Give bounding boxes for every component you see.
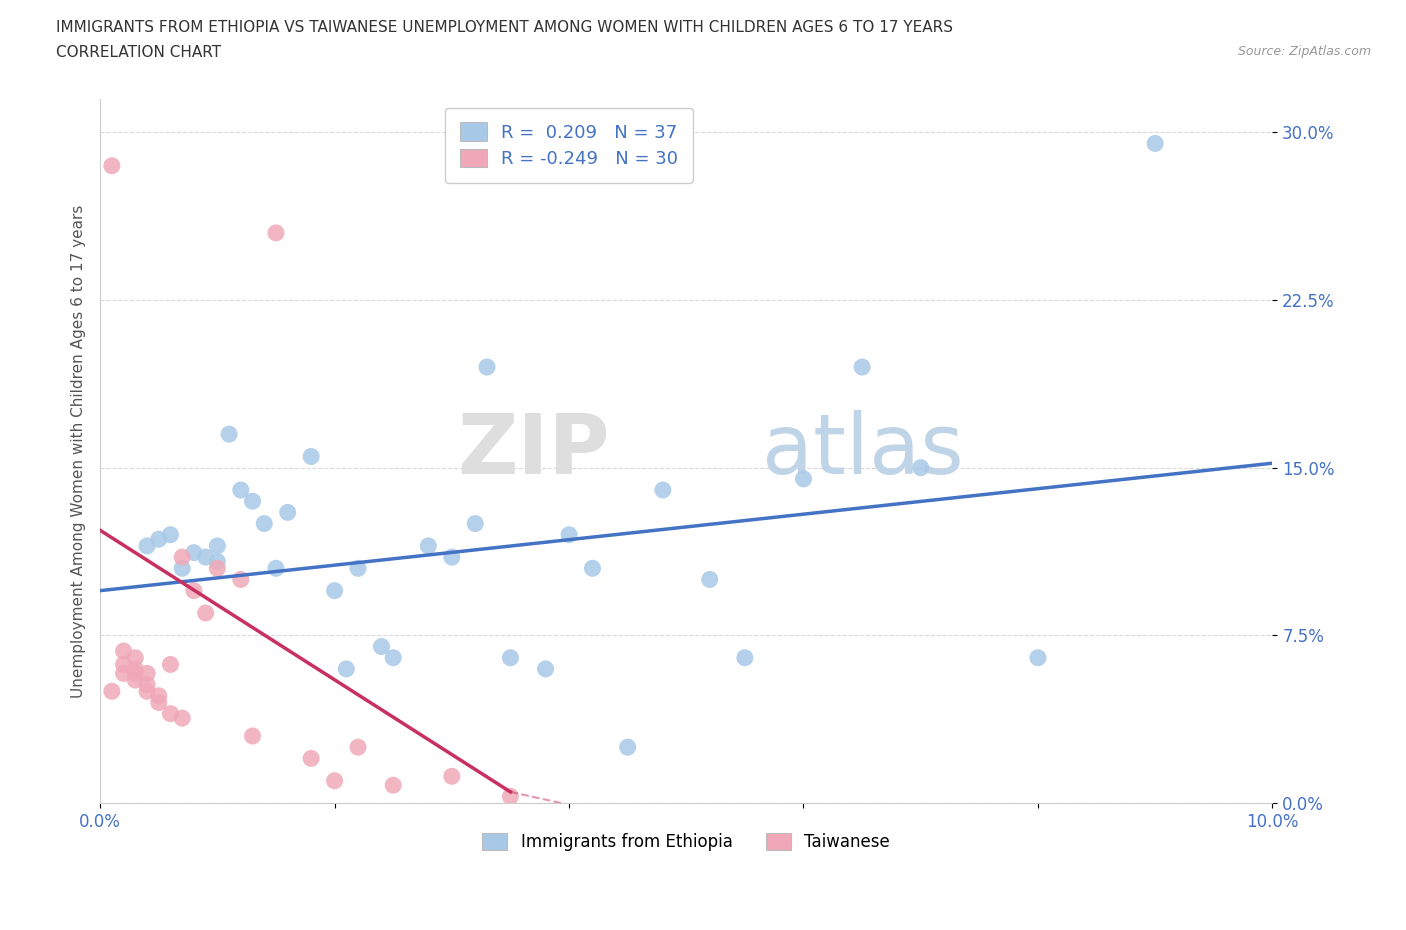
Point [499, 789, 522, 804]
Point [335, 661, 357, 676]
Point [347, 561, 370, 576]
Text: ZIP: ZIP [457, 410, 610, 491]
Point [534, 661, 557, 676]
Point [382, 777, 405, 792]
Point [464, 516, 486, 531]
Point [159, 657, 181, 671]
Point [382, 650, 405, 665]
Point [136, 684, 159, 698]
Point [792, 472, 814, 486]
Point [101, 684, 124, 698]
Point [558, 527, 581, 542]
Point [112, 644, 135, 658]
Point [242, 728, 264, 743]
Point [112, 657, 135, 671]
Point [323, 583, 346, 598]
Point [136, 677, 159, 692]
Point [264, 225, 287, 240]
Point [734, 650, 756, 665]
Point [910, 460, 932, 475]
Point [148, 532, 170, 547]
Point [581, 561, 603, 576]
Point [370, 639, 392, 654]
Point [112, 666, 135, 681]
Point [851, 360, 873, 375]
Point [124, 672, 146, 687]
Point [207, 538, 229, 553]
Point [183, 583, 205, 598]
Legend: Immigrants from Ethiopia, Taiwanese: Immigrants from Ethiopia, Taiwanese [475, 827, 897, 858]
Point [277, 505, 299, 520]
Point [194, 550, 217, 565]
Point [183, 545, 205, 560]
Text: IMMIGRANTS FROM ETHIOPIA VS TAIWANESE UNEMPLOYMENT AMONG WOMEN WITH CHILDREN AGE: IMMIGRANTS FROM ETHIOPIA VS TAIWANESE UN… [56, 20, 953, 35]
Point [299, 449, 322, 464]
Y-axis label: Unemployment Among Women with Children Ages 6 to 17 years: Unemployment Among Women with Children A… [72, 205, 86, 698]
Point [440, 550, 463, 565]
Point [299, 751, 322, 765]
Point [148, 695, 170, 710]
Point [172, 711, 194, 725]
Point [172, 550, 194, 565]
Point [264, 561, 287, 576]
Point [229, 483, 252, 498]
Point [651, 483, 673, 498]
Point [159, 706, 181, 721]
Point [699, 572, 721, 587]
Point [323, 773, 346, 788]
Text: Source: ZipAtlas.com: Source: ZipAtlas.com [1237, 45, 1371, 58]
Point [124, 661, 146, 676]
Point [499, 650, 522, 665]
Point [172, 561, 194, 576]
Point [475, 360, 498, 375]
Point [101, 158, 124, 173]
Point [440, 769, 463, 784]
Point [242, 494, 264, 509]
Text: CORRELATION CHART: CORRELATION CHART [56, 45, 221, 60]
Point [124, 650, 146, 665]
Point [207, 561, 229, 576]
Point [1144, 136, 1167, 151]
Point [124, 666, 146, 681]
Point [229, 572, 252, 587]
Point [194, 605, 217, 620]
Point [136, 666, 159, 681]
Point [148, 688, 170, 703]
Point [1026, 650, 1049, 665]
Point [347, 739, 370, 754]
Text: atlas: atlas [762, 410, 965, 491]
Point [418, 538, 440, 553]
Point [253, 516, 276, 531]
Point [218, 427, 240, 442]
Point [207, 554, 229, 569]
Point [159, 527, 181, 542]
Point [616, 739, 638, 754]
Point [136, 538, 159, 553]
